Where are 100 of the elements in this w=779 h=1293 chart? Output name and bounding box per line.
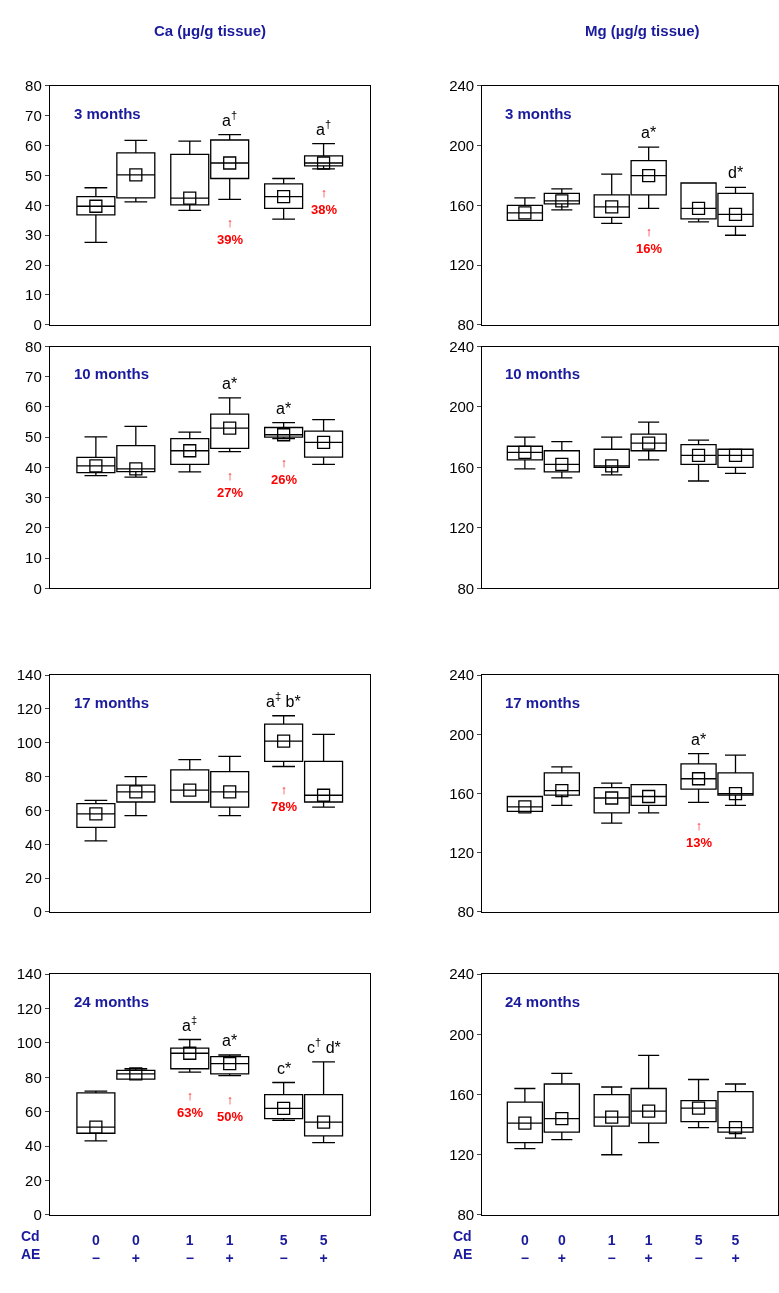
y-tick-label: 120 bbox=[449, 519, 475, 537]
y-tick-label: 120 bbox=[16, 999, 42, 1017]
x-tick-label: 0 + bbox=[131, 1231, 140, 1267]
text: 3 months bbox=[505, 105, 572, 122]
text: 24 months bbox=[505, 993, 581, 1010]
x-tick-label: 1 + bbox=[225, 1231, 234, 1267]
y-tick-label: 100 bbox=[16, 734, 42, 752]
annotation: a$^{‡}$ b* bbox=[266, 690, 301, 710]
y-tick-label: 240 bbox=[449, 77, 475, 95]
y-tick-label: 60 bbox=[25, 398, 42, 416]
y-tick-label: 100 bbox=[16, 1034, 42, 1052]
text: AE bbox=[21, 1246, 41, 1262]
y-tick-label: 160 bbox=[449, 196, 475, 214]
y-tick-label: 160 bbox=[449, 1085, 475, 1103]
annotation: a* bbox=[276, 400, 292, 417]
y-tick-label: 80 bbox=[457, 903, 475, 921]
x-tick-label: 1 + bbox=[644, 1231, 653, 1267]
y-tick-label: 140 bbox=[16, 666, 42, 684]
y-tick-label: 30 bbox=[25, 226, 42, 244]
y-tick-label: 0 bbox=[33, 903, 42, 921]
annotation: a$^{†}$ bbox=[316, 118, 332, 138]
y-tick-label: 200 bbox=[449, 1025, 475, 1043]
y-tick-label: 120 bbox=[16, 700, 42, 718]
y-tick-label: 50 bbox=[25, 428, 42, 446]
annotation: ↑ 50% bbox=[217, 1092, 244, 1124]
y-tick-label: 10 bbox=[25, 549, 42, 567]
text: Cd bbox=[453, 1228, 472, 1244]
y-tick-label: 80 bbox=[25, 1068, 42, 1086]
y-tick-label: 200 bbox=[449, 725, 475, 743]
y-tick-label: 240 bbox=[449, 965, 475, 983]
annotation: a* bbox=[691, 731, 707, 748]
y-tick-label: 20 bbox=[25, 869, 42, 887]
annotation: a* bbox=[222, 1032, 238, 1049]
x-tick-label: 5 − bbox=[279, 1231, 288, 1267]
text: Cd bbox=[21, 1228, 40, 1244]
annotation: c$^{†}$ d* bbox=[307, 1036, 341, 1056]
y-tick-label: 80 bbox=[25, 337, 42, 355]
annotation: ↑ 16% bbox=[636, 224, 663, 256]
x-tick-label: 0 − bbox=[520, 1231, 529, 1267]
y-tick-label: 60 bbox=[25, 136, 42, 154]
y-axis-title: Mg (µg/g tissue) bbox=[585, 22, 700, 39]
y-tick-label: 0 bbox=[33, 579, 42, 597]
y-tick-label: 120 bbox=[449, 1145, 475, 1163]
annotation: ↑ 39% bbox=[217, 215, 244, 247]
annotation: ↑ 26% bbox=[271, 455, 298, 487]
y-tick-label: 80 bbox=[457, 316, 475, 334]
y-tick-label: 140 bbox=[16, 965, 42, 983]
y-tick-label: 200 bbox=[449, 136, 475, 154]
annotation: ↑ 63% bbox=[177, 1088, 204, 1120]
text: 10 months bbox=[505, 365, 581, 382]
annotation: a* bbox=[222, 375, 238, 392]
y-tick-label: 80 bbox=[25, 77, 42, 95]
y-tick-label: 50 bbox=[25, 166, 42, 184]
y-tick-label: 240 bbox=[449, 337, 475, 355]
annotation: d* bbox=[728, 164, 744, 181]
text: 3 months bbox=[74, 105, 141, 122]
y-tick-label: 240 bbox=[449, 666, 475, 684]
x-tick-label: 5 + bbox=[731, 1231, 740, 1267]
y-tick-label: 40 bbox=[25, 196, 42, 214]
y-tick-label: 20 bbox=[25, 519, 42, 537]
annotation: ↑ 38% bbox=[311, 185, 338, 217]
y-tick-label: 10 bbox=[25, 286, 42, 304]
y-tick-label: 40 bbox=[25, 835, 42, 853]
text: AE bbox=[453, 1246, 473, 1262]
y-tick-label: 160 bbox=[449, 458, 475, 476]
y-tick-label: 70 bbox=[25, 107, 42, 125]
y-tick-label: 70 bbox=[25, 367, 42, 385]
x-tick-label: 5 + bbox=[319, 1231, 328, 1267]
x-tick-label: 5 − bbox=[694, 1231, 703, 1267]
annotation: ↑ 78% bbox=[271, 782, 298, 814]
y-tick-label: 80 bbox=[457, 1206, 475, 1224]
text: 24 months bbox=[74, 993, 150, 1010]
y-tick-label: 0 bbox=[33, 316, 42, 334]
x-tick-label: 1 − bbox=[185, 1231, 194, 1267]
annotation: ↑ 27% bbox=[217, 468, 244, 500]
annotation: a* bbox=[641, 124, 657, 141]
y-tick-label: 120 bbox=[449, 844, 475, 862]
text: 17 months bbox=[505, 694, 581, 711]
y-tick-label: 40 bbox=[25, 1137, 42, 1155]
annotation: a$^{†}$ bbox=[222, 109, 238, 129]
y-tick-label: 60 bbox=[25, 801, 42, 819]
y-tick-label: 200 bbox=[449, 398, 475, 416]
y-tick-label: 160 bbox=[449, 784, 475, 802]
annotation: a$^{‡}$ bbox=[182, 1014, 198, 1034]
x-tick-label: 0 + bbox=[557, 1231, 566, 1267]
y-tick-label: 80 bbox=[457, 579, 475, 597]
y-tick-label: 40 bbox=[25, 458, 42, 476]
text: 10 months bbox=[74, 365, 150, 382]
y-tick-label: 30 bbox=[25, 488, 42, 506]
y-tick-label: 0 bbox=[33, 1206, 42, 1224]
y-tick-label: 80 bbox=[25, 767, 42, 785]
x-tick-label: 0 − bbox=[91, 1231, 100, 1267]
text: 17 months bbox=[74, 694, 150, 711]
y-tick-label: 60 bbox=[25, 1102, 42, 1120]
annotation: ↑ 13% bbox=[686, 818, 713, 850]
y-tick-label: 120 bbox=[449, 256, 475, 274]
x-tick-label: 1 − bbox=[607, 1231, 616, 1267]
y-tick-label: 20 bbox=[25, 1171, 42, 1189]
y-axis-title: Ca (µg/g tissue) bbox=[154, 22, 266, 39]
annotation: c* bbox=[277, 1060, 292, 1077]
